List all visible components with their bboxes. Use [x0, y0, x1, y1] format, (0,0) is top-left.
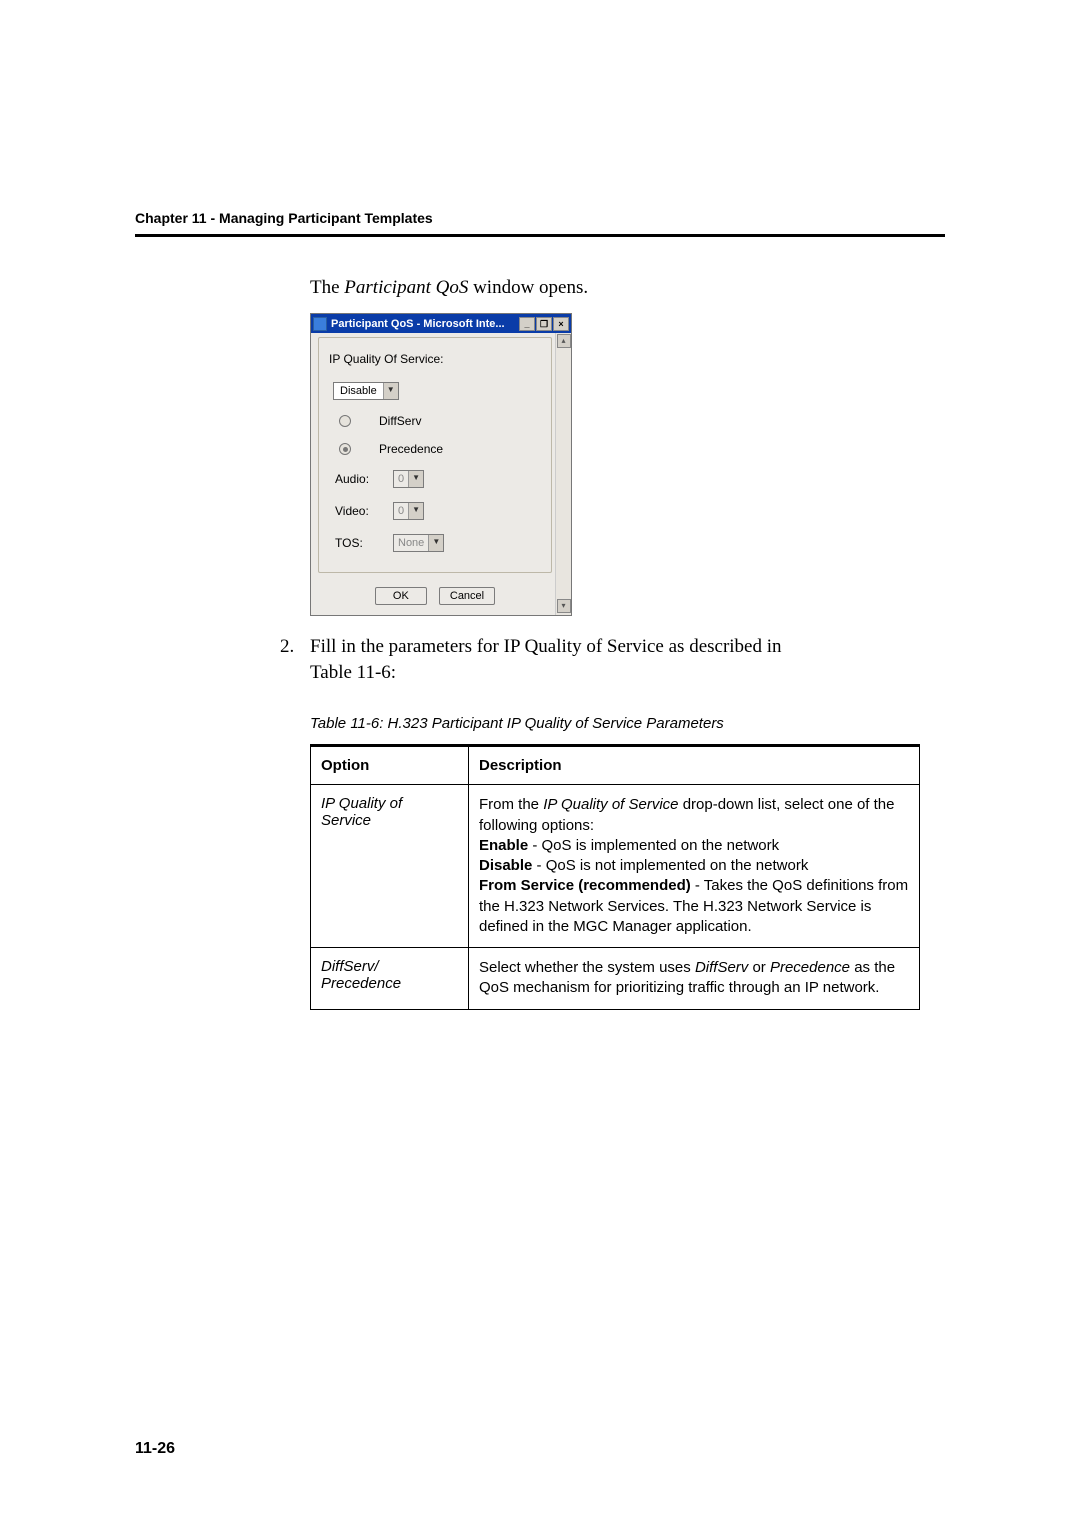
maximize-button[interactable]: ❐: [536, 317, 552, 331]
d3t: - QoS is not implemented on the network: [532, 857, 808, 874]
qos-fieldset-label: IP Quality Of Service:: [329, 352, 541, 366]
header-rule: [135, 234, 945, 237]
audio-select[interactable]: 0 ▼: [393, 470, 424, 488]
d2t: - QoS is implemented on the network: [528, 837, 779, 854]
audio-row: Audio: 0 ▼: [329, 470, 541, 488]
qos-fieldset: IP Quality Of Service: Disable ▼ DiffSer…: [318, 337, 552, 573]
intro-italic: Participant QoS: [344, 277, 468, 298]
diffserv-row[interactable]: DiffServ: [329, 414, 541, 428]
qos-select[interactable]: Disable ▼: [333, 382, 399, 400]
intro-line: The Participant QoS window opens.: [310, 277, 945, 299]
opt1-a: IP Quality of: [321, 795, 402, 812]
table-row: IP Quality of Service From the IP Qualit…: [311, 785, 920, 948]
ie-icon: [313, 317, 327, 331]
qos-parameters-table: Option Description IP Quality of Service…: [310, 744, 920, 1009]
description-cell: Select whether the system uses DiffServ …: [469, 948, 920, 1010]
scroll-down-button[interactable]: ▾: [557, 599, 571, 613]
col-header-option: Option: [311, 746, 469, 785]
audio-select-value: 0: [394, 473, 408, 485]
d1i: IP Quality of Service: [543, 796, 678, 813]
diffserv-label: DiffServ: [379, 414, 421, 428]
table-row: DiffServ/ Precedence Select whether the …: [311, 948, 920, 1010]
participant-qos-dialog: Participant QoS - Microsoft Inte... _ ❐ …: [310, 313, 572, 616]
precedence-label: Precedence: [379, 442, 443, 456]
video-row: Video: 0 ▼: [329, 502, 541, 520]
chevron-down-icon: ▼: [428, 535, 443, 551]
opt1-b: Service: [321, 812, 371, 829]
r2-d1i2: Precedence: [770, 959, 850, 976]
qos-select-value: Disable: [334, 385, 383, 397]
scroll-up-button[interactable]: ▴: [557, 334, 571, 348]
audio-label: Audio:: [335, 472, 393, 486]
tos-select-value: None: [394, 537, 428, 549]
step-text-b: Table 11-6:: [310, 662, 396, 683]
page-number: 11-26: [135, 1440, 175, 1458]
diffserv-radio[interactable]: [339, 415, 351, 427]
close-button[interactable]: ×: [553, 317, 569, 331]
r2-d1i: DiffServ: [695, 959, 748, 976]
step-2: 2. Fill in the parameters for IP Quality…: [280, 634, 945, 685]
tos-label: TOS:: [335, 536, 393, 550]
option-cell: IP Quality of Service: [311, 785, 469, 948]
video-select-value: 0: [394, 505, 408, 517]
minimize-button[interactable]: _: [519, 317, 535, 331]
opt2-a: DiffServ/: [321, 958, 379, 975]
chevron-down-icon: ▼: [408, 471, 423, 487]
precedence-row[interactable]: Precedence: [329, 442, 541, 456]
col-header-description: Description: [469, 746, 920, 785]
table-caption: Table 11-6: H.323 Participant IP Quality…: [310, 715, 945, 732]
chevron-down-icon: ▼: [383, 383, 398, 399]
r2-d1b: or: [748, 959, 770, 976]
scrollbar-vertical[interactable]: ▴ ▾: [555, 333, 571, 615]
tos-select[interactable]: None ▼: [393, 534, 444, 552]
step-body: Fill in the parameters for IP Quality of…: [310, 634, 945, 685]
option-cell: DiffServ/ Precedence: [311, 948, 469, 1010]
d4b: From Service (recommended): [479, 877, 691, 894]
chevron-down-icon: ▼: [408, 503, 423, 519]
chapter-header: Chapter 11 - Managing Participant Templa…: [135, 210, 945, 226]
tos-row: TOS: None ▼: [329, 534, 541, 552]
dialog-body: ▴ ▾ IP Quality Of Service: Disable ▼ Dif…: [311, 333, 571, 615]
opt2-b: Precedence: [321, 975, 401, 992]
dialog-titlebar[interactable]: Participant QoS - Microsoft Inte... _ ❐ …: [311, 314, 571, 333]
video-label: Video:: [335, 504, 393, 518]
dialog-button-row: OK Cancel: [318, 587, 552, 605]
precedence-radio[interactable]: [339, 443, 351, 455]
radio-dot-icon: [343, 447, 348, 452]
step-number: 2.: [280, 634, 310, 685]
r2-d1a: Select whether the system uses: [479, 959, 695, 976]
cancel-button[interactable]: Cancel: [439, 587, 495, 605]
intro-prefix: The: [310, 277, 344, 298]
d2b: Enable: [479, 837, 528, 854]
description-cell: From the IP Quality of Service drop-down…: [469, 785, 920, 948]
intro-suffix: window opens.: [468, 277, 588, 298]
video-select[interactable]: 0 ▼: [393, 502, 424, 520]
ok-button[interactable]: OK: [375, 587, 427, 605]
d1a: From the: [479, 796, 543, 813]
d3b: Disable: [479, 857, 532, 874]
step-text-a: Fill in the parameters for IP Quality of…: [310, 636, 782, 657]
dialog-title: Participant QoS - Microsoft Inte...: [331, 318, 518, 330]
